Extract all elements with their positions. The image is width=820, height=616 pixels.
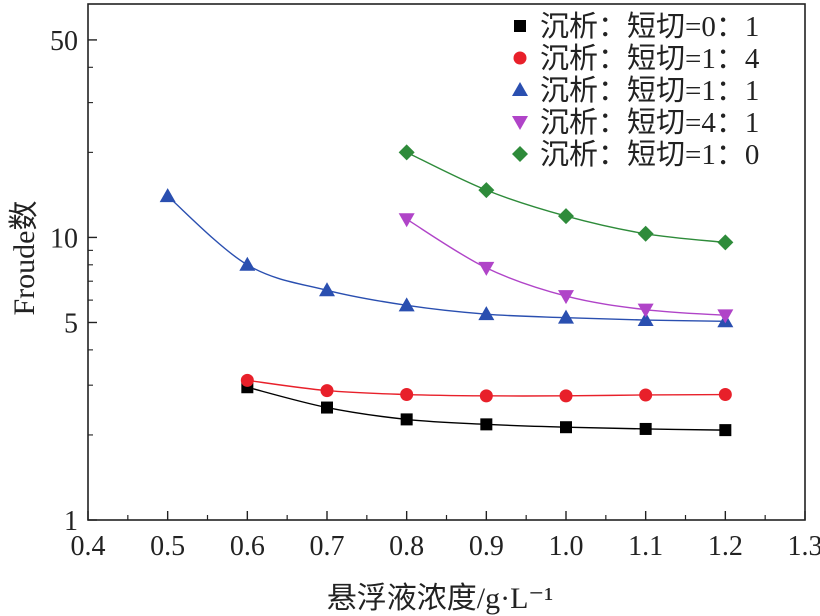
data-point [478, 306, 495, 321]
x-tick-label: 0.4 [71, 531, 106, 562]
x-tick-label: 1.1 [628, 531, 663, 562]
data-point [478, 261, 495, 276]
data-point [558, 290, 574, 305]
data-point [321, 401, 333, 414]
x-tick-label: 0.6 [230, 531, 265, 562]
data-point [637, 312, 654, 327]
x-tick-label: 1.0 [549, 531, 584, 562]
legend-entry-label: 沉析：短切=0：1 [540, 10, 759, 43]
y-tick-label: 1 [64, 506, 78, 537]
data-point [480, 418, 493, 431]
data-point [559, 389, 573, 403]
data-point [560, 421, 572, 434]
data-point [478, 182, 495, 199]
legend-marker [512, 116, 528, 130]
x-tick-label: 0.7 [310, 531, 345, 562]
data-point [400, 413, 413, 426]
data-point [398, 297, 415, 312]
data-point [717, 234, 734, 251]
y-tick-label: 10 [50, 223, 78, 254]
data-point [240, 373, 254, 387]
data-point [718, 388, 732, 402]
x-tick-label: 0.8 [389, 531, 424, 562]
data-point [637, 303, 654, 318]
data-point [558, 309, 574, 324]
data-point [398, 144, 415, 161]
legend-entry-label: 沉析：短切=1：0 [540, 138, 759, 171]
x-tick-label: 0.5 [150, 531, 185, 562]
legend: 沉析：短切=0：1沉析：短切=1：4沉析：短切=1：1沉析：短切=4：1沉析：短… [512, 10, 760, 171]
legend-entry-label: 沉析：短切=4：1 [540, 106, 759, 139]
data-point [639, 388, 653, 402]
data-markers [159, 144, 734, 437]
data-point [717, 309, 734, 324]
legend-marker [512, 82, 528, 96]
data-point [239, 256, 256, 271]
y-tick-label: 50 [50, 26, 78, 57]
data-point [320, 384, 334, 398]
data-point [159, 188, 176, 203]
legend-marker [512, 146, 528, 162]
y-axis-ticks: 1 5 10 50 [50, 26, 97, 537]
x-axis-ticks: 0.4 0.5 0.6 0.7 0.8 0.9 1.0 1.1 1.2 1.3 [71, 511, 820, 562]
y-tick-label: 5 [64, 308, 78, 339]
data-point [558, 208, 574, 225]
x-tick-label: 1.2 [708, 531, 743, 562]
x-axis-label: 悬浮液浓度/g·L⁻¹ [327, 582, 553, 615]
legend-marker [514, 20, 526, 32]
legend-marker [513, 51, 527, 65]
fit-curve [167, 195, 726, 322]
data-point [719, 424, 732, 437]
data-point [319, 282, 335, 297]
legend-entry-label: 沉析：短切=1：4 [540, 42, 760, 75]
data-point [398, 213, 415, 228]
data-point [639, 422, 652, 435]
y-axis-label: Froude数 [8, 201, 41, 316]
data-point [479, 389, 493, 403]
data-point [637, 225, 654, 242]
legend-entry-label: 沉析：短切=1：1 [540, 74, 759, 107]
x-tick-label: 1.3 [788, 531, 820, 562]
x-tick-label: 0.9 [469, 531, 504, 562]
data-point [400, 388, 414, 402]
